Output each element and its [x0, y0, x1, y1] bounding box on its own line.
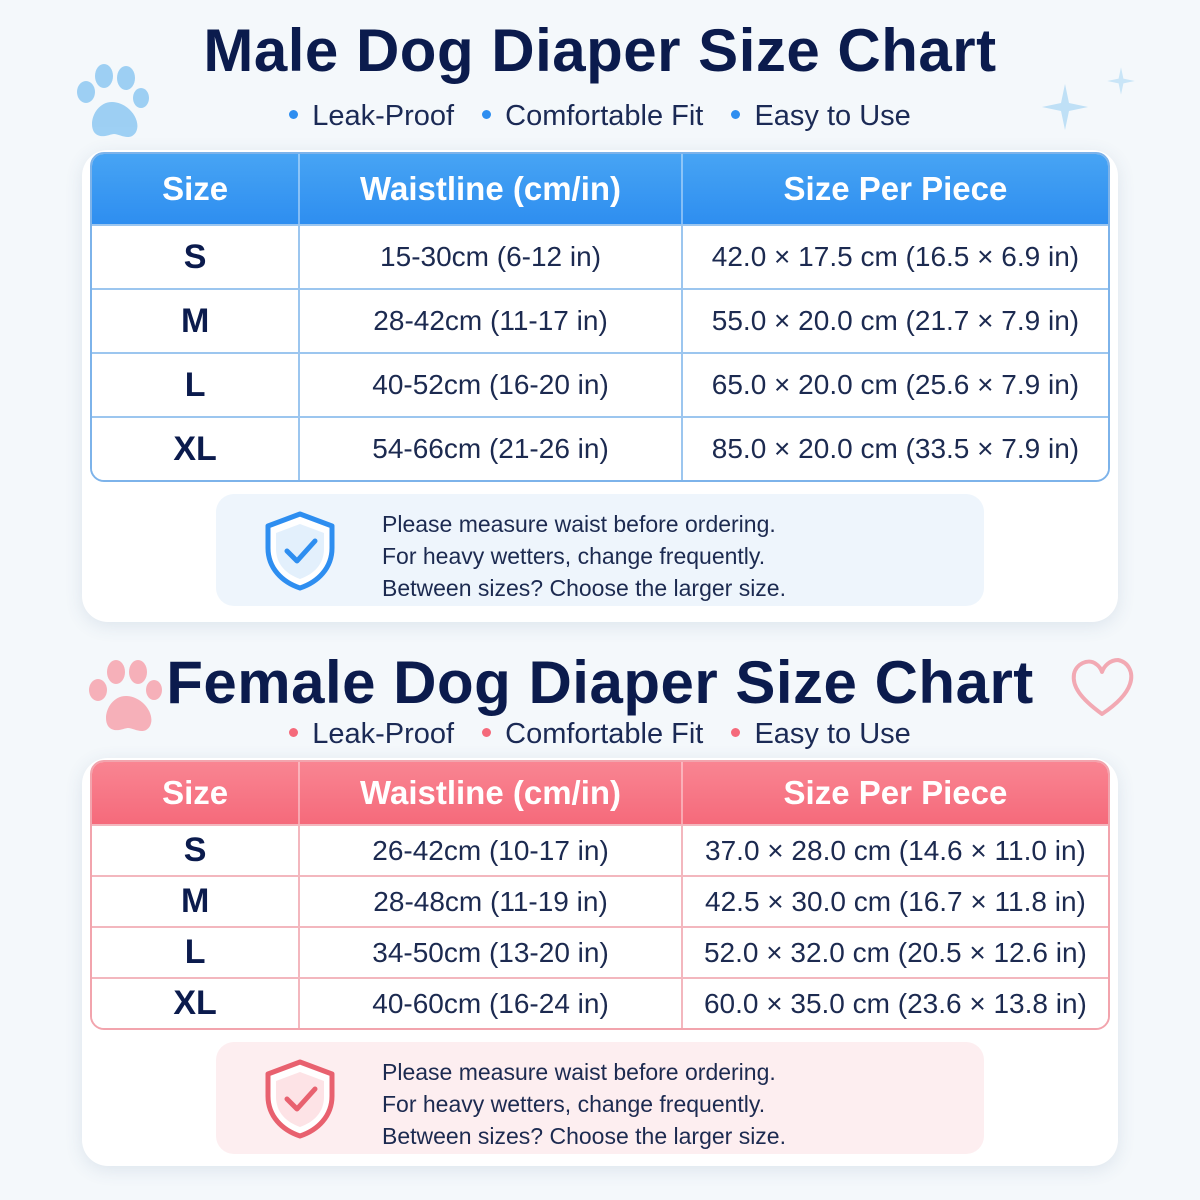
shield-check-icon — [265, 1059, 335, 1139]
piece-cell: 52.0 × 32.0 cm (20.5 × 12.6 in) — [680, 926, 1108, 977]
sparkle-icon — [1042, 84, 1088, 130]
waist-cell: 15-30cm (6-12 in) — [298, 224, 681, 288]
piece-cell: 42.5 × 30.0 cm (16.7 × 11.8 in) — [680, 875, 1108, 926]
sparkle-icon — [1107, 67, 1135, 95]
piece-cell: 65.0 × 20.0 cm (25.6 × 7.9 in) — [680, 352, 1108, 416]
waist-cell: 40-52cm (16-20 in) — [298, 352, 681, 416]
size-cell: L — [92, 926, 299, 977]
blue-paw-icon — [77, 64, 149, 138]
male-chart-title: Male Dog Diaper Size Chart — [203, 17, 997, 84]
table-row: M 28-42cm (11-17 in) 55.0 × 20.0 cm (21.… — [92, 288, 1108, 352]
piece-cell: 55.0 × 20.0 cm (21.7 × 7.9 in) — [680, 288, 1108, 352]
waist-cell: 34-50cm (13-20 in) — [298, 926, 681, 977]
female-sizing-note: Please measure waist before ordering. Fo… — [216, 1042, 984, 1154]
piece-cell: 42.0 × 17.5 cm (16.5 × 6.9 in) — [680, 224, 1108, 288]
feature-bullet: Comfortable Fit — [482, 718, 703, 751]
header-size: Size — [92, 154, 299, 224]
feature-bullet: Easy to Use — [731, 100, 911, 133]
feature-bullet: Comfortable Fit — [482, 100, 703, 133]
waist-cell: 54-66cm (21-26 in) — [298, 416, 681, 480]
waist-cell: 28-48cm (11-19 in) — [298, 875, 681, 926]
male-sizing-note: Please measure waist before ordering. Fo… — [216, 494, 984, 606]
male-size-card: Size Waistline (cm/in) Size Per Piece S … — [82, 150, 1118, 622]
size-cell: S — [92, 224, 299, 288]
pink-paw-icon — [89, 660, 162, 732]
table-row: XL 54-66cm (21-26 in) 85.0 × 20.0 cm (33… — [92, 416, 1108, 480]
note-line: Please measure waist before ordering. — [382, 511, 776, 537]
note-line: For heavy wetters, change frequently. — [382, 543, 766, 569]
female-chart-title: Female Dog Diaper Size Chart — [166, 649, 1034, 716]
header-waistline: Waistline (cm/in) — [298, 762, 681, 824]
waist-cell: 28-42cm (11-17 in) — [298, 288, 681, 352]
table-row: M 28-48cm (11-19 in) 42.5 × 30.0 cm (16.… — [92, 875, 1108, 926]
note-line: For heavy wetters, change frequently. — [382, 1091, 766, 1117]
feature-bullet: Easy to Use — [731, 718, 911, 751]
header-waistline: Waistline (cm/in) — [298, 154, 681, 224]
table-row: L 34-50cm (13-20 in) 52.0 × 32.0 cm (20.… — [92, 926, 1108, 977]
table-row: L 40-52cm (16-20 in) 65.0 × 20.0 cm (25.… — [92, 352, 1108, 416]
size-cell: XL — [92, 977, 299, 1028]
piece-cell: 85.0 × 20.0 cm (33.5 × 7.9 in) — [680, 416, 1108, 480]
header-size-per-piece: Size Per Piece — [680, 154, 1108, 224]
waist-cell: 40-60cm (16-24 in) — [298, 977, 681, 1028]
female-size-table: Size Waistline (cm/in) Size Per Piece S … — [90, 760, 1110, 1030]
note-line: Please measure waist before ordering. — [382, 1059, 776, 1085]
waist-cell: 26-42cm (10-17 in) — [298, 824, 681, 875]
table-row: S 15-30cm (6-12 in) 42.0 × 17.5 cm (16.5… — [92, 224, 1108, 288]
feature-bullet: Leak-Proof — [289, 100, 454, 133]
male-feature-bullets: Leak-Proof Comfortable Fit Easy to Use — [0, 100, 1200, 133]
feature-bullet: Leak-Proof — [289, 718, 454, 751]
note-line: Between sizes? Choose the larger size. — [382, 1123, 786, 1149]
heart-icon — [1071, 658, 1134, 716]
piece-cell: 60.0 × 35.0 cm (23.6 × 13.8 in) — [680, 977, 1108, 1028]
piece-cell: 37.0 × 28.0 cm (14.6 × 11.0 in) — [680, 824, 1108, 875]
female-feature-bullets: Leak-Proof Comfortable Fit Easy to Use — [0, 718, 1200, 751]
size-cell: XL — [92, 416, 299, 480]
male-size-table: Size Waistline (cm/in) Size Per Piece S … — [90, 152, 1110, 482]
header-size: Size — [92, 762, 299, 824]
table-row: XL 40-60cm (16-24 in) 60.0 × 35.0 cm (23… — [92, 977, 1108, 1028]
note-line: Between sizes? Choose the larger size. — [382, 575, 786, 601]
shield-check-icon — [265, 511, 335, 591]
header-size-per-piece: Size Per Piece — [680, 762, 1108, 824]
female-size-card: Size Waistline (cm/in) Size Per Piece S … — [82, 758, 1118, 1166]
size-cell: L — [92, 352, 299, 416]
size-cell: M — [92, 288, 299, 352]
size-cell: S — [92, 824, 299, 875]
size-cell: M — [92, 875, 299, 926]
table-row: S 26-42cm (10-17 in) 37.0 × 28.0 cm (14.… — [92, 824, 1108, 875]
